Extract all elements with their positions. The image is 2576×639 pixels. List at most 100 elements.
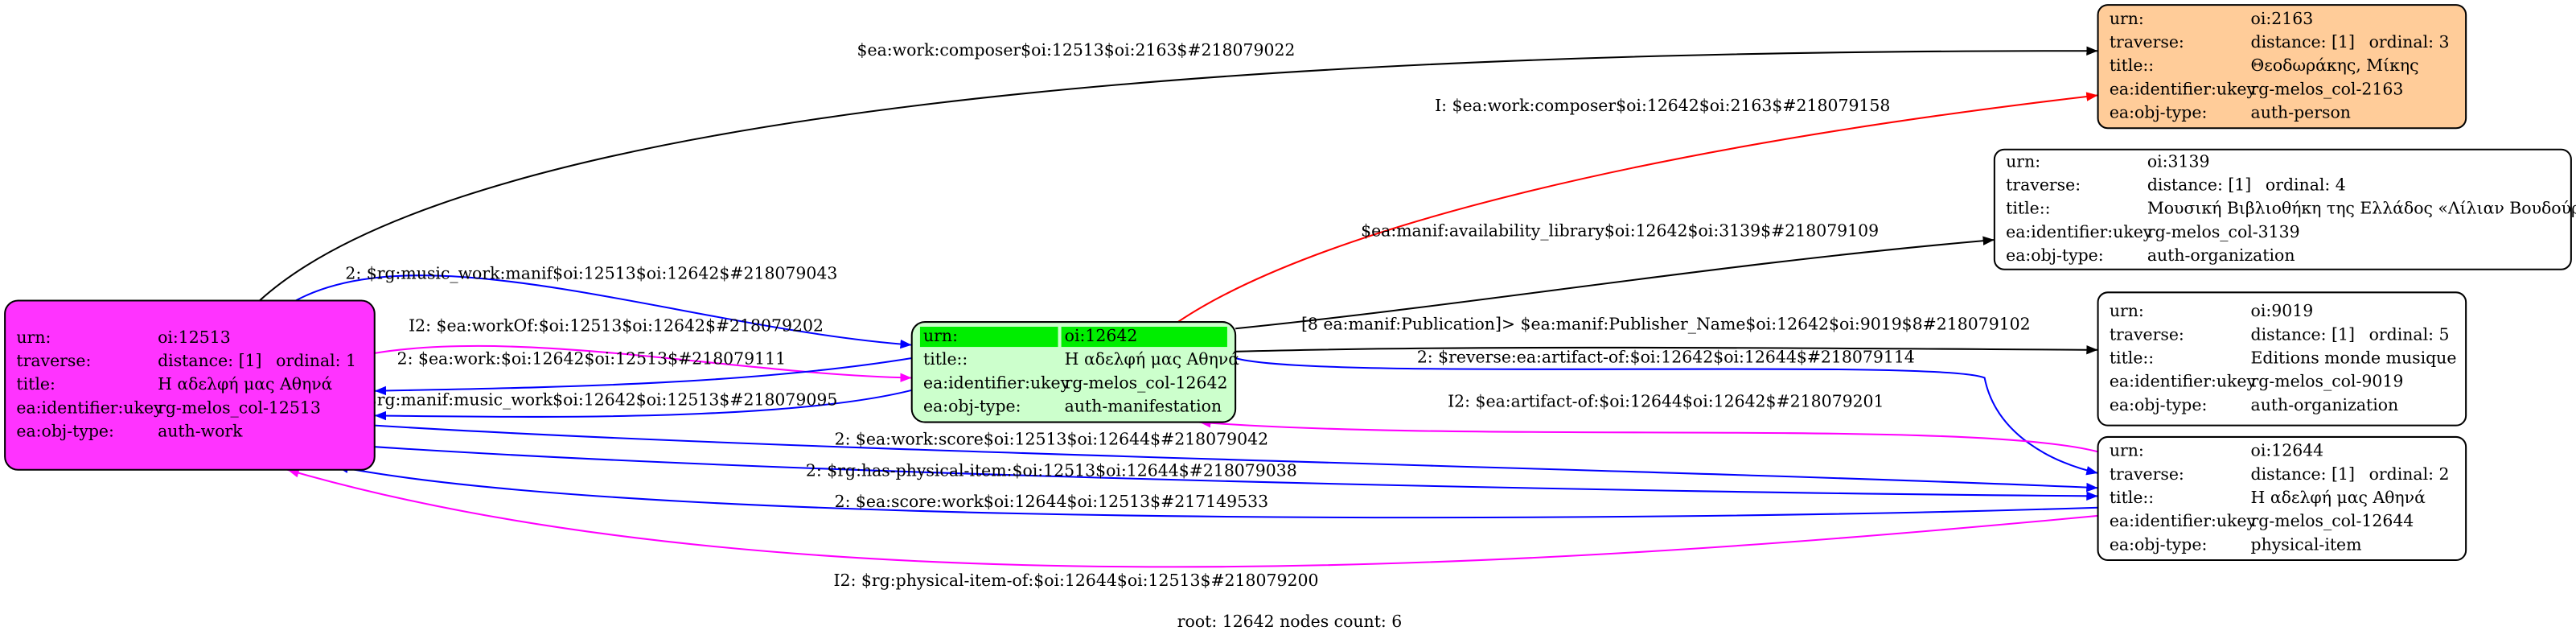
edge (374, 344, 912, 382)
field-value: oi:12644 (2251, 441, 2324, 460)
field-value: rg-melos_col-3139 (2147, 222, 2300, 241)
node (2097, 291, 2467, 427)
field-key: ea:identifier:ukey (2006, 222, 2153, 241)
field-key: ea:identifier:ukey (16, 398, 163, 417)
field-key: ea:obj-type: (2110, 395, 2207, 414)
field-value: distance: [1] (2147, 175, 2251, 195)
field-key: title:: (2006, 199, 2050, 218)
field-value: distance: [1] (158, 351, 261, 370)
node (2097, 4, 2467, 130)
field-key: ea:identifier:ukey (2110, 372, 2257, 391)
field-key: title:: (2110, 56, 2154, 75)
field-key: ea:obj-type: (2110, 103, 2207, 122)
field-value: ordinal: 2 (2369, 464, 2450, 484)
edge (336, 464, 2098, 519)
edge-label: I: $ea:work:composer$oi:12642$oi:2163$#2… (1435, 96, 1890, 115)
node (4, 299, 376, 471)
field-value: Η αδελφή μας Αθηνά (158, 374, 333, 394)
edge (374, 446, 2098, 501)
edge-label: 2: $rg:manif:music_work$oi:12642$oi:1251… (345, 390, 837, 410)
edge (287, 468, 2098, 568)
edge-label: 2: $ea:work:score$oi:12513$oi:12644$#218… (835, 430, 1269, 449)
field-key: ea:obj-type: (923, 397, 1021, 416)
field-key: urn: (2110, 9, 2144, 28)
edge (1235, 344, 2098, 355)
edge-label: 2: $ea:score:work$oi:12644$oi:12513$#217… (835, 492, 1269, 511)
field-value: Η αδελφή μας Αθηνά (2251, 488, 2426, 507)
field-value: distance: [1] (2251, 32, 2355, 52)
field-key: urn: (2006, 151, 2040, 171)
field-value: auth-work (158, 422, 243, 441)
field-key: ea:identifier:ukey (2110, 511, 2257, 530)
field-key: ea:identifier:ukey (923, 373, 1070, 392)
field-value: distance: [1] (2251, 324, 2355, 344)
field-key: urn: (16, 328, 51, 347)
field-key: urn: (923, 326, 958, 345)
edge-label: I2: $ea:artifact-of:$oi:12644$oi:12642$#… (1448, 392, 1884, 411)
edge (374, 424, 2098, 493)
field-value: auth-organization (2251, 395, 2399, 414)
edge-label: I2: $ea:workOf:$oi:12513$oi:12642$#21807… (409, 316, 824, 336)
field-value: distance: [1] (2251, 464, 2355, 484)
edge-label: 2: $reverse:ea:artifact-of:$oi:12642$oi:… (1417, 347, 1915, 366)
edge (1199, 418, 2098, 453)
field-value: auth-person (2251, 103, 2351, 122)
edge-label: I2: $rg:physical-item-of:$oi:12644$oi:12… (834, 571, 1319, 590)
edge (1235, 236, 1995, 330)
edge-label: 2: $rg:music_work:manif$oi:12513$oi:1264… (345, 263, 837, 282)
field-key: title:: (2110, 488, 2154, 507)
field-value: rg-melos_col-12644 (2251, 511, 2414, 530)
field-value: auth-organization (2147, 245, 2295, 265)
field-key: title:: (2110, 348, 2154, 367)
field-value: oi:3139 (2147, 151, 2210, 171)
edge-label: [8 ea:manif:Publication]> $ea:manif:Publ… (1301, 315, 2031, 334)
field-value: oi:2163 (2251, 9, 2314, 28)
edge (374, 375, 954, 421)
node (2097, 435, 2467, 562)
edge (259, 46, 2098, 302)
field-value: oi:9019 (2251, 301, 2314, 320)
field-key: urn: (2110, 301, 2144, 320)
field-value: ordinal: 5 (2369, 324, 2450, 344)
field-key: ea:obj-type: (2006, 245, 2103, 265)
field-key: ea:obj-type: (16, 422, 113, 441)
field-value: ordinal: 1 (276, 351, 356, 370)
field-key: traverse: (2110, 324, 2184, 344)
edge-label: 2: $ea:work:$oi:12642$oi:12513$#21807911… (397, 349, 786, 369)
edge-label: $ea:work:composer$oi:12513$oi:2163$#2180… (857, 40, 1296, 60)
edge (1235, 357, 2098, 476)
field-value: Θεοδωράκης, Μίκης (2251, 56, 2419, 75)
edge-label: 2: $rg:has-physical-item:$oi:12513$oi:12… (806, 460, 1297, 480)
field-value: ordinal: 3 (2369, 32, 2450, 52)
field-value: Η αδελφή μας Αθηνά (1065, 349, 1240, 369)
field-value: rg-melos_col-12513 (158, 398, 321, 417)
field-key: title:: (923, 349, 968, 369)
field-key: title: (16, 374, 55, 394)
field-key: traverse: (2110, 32, 2184, 52)
field-value: rg-melos_col-12642 (1065, 373, 1228, 392)
field-value: Μουσική Βιβλιοθήκη της Ελλάδος «Λίλιαν Β… (2147, 199, 2576, 218)
field-value: Editions monde musique (2251, 348, 2457, 367)
field-key: urn: (2110, 441, 2144, 460)
field-key: traverse: (2110, 464, 2184, 484)
edge-label: $ea:manif:availability_library$oi:12642$… (1361, 221, 1879, 240)
field-key: ea:obj-type: (2110, 534, 2207, 554)
footer: root: 12642 nodes count: 6 (1177, 612, 1402, 631)
field-key: traverse: (2006, 175, 2081, 195)
edge (295, 274, 912, 349)
field-value: ordinal: 4 (2266, 175, 2346, 195)
field-value: auth-manifestation (1065, 397, 1222, 416)
field-key: ea:identifier:ukey (2110, 79, 2257, 98)
highlight (919, 326, 1058, 348)
highlight (1061, 326, 1227, 348)
node (1993, 148, 2572, 270)
edge (374, 357, 912, 396)
field-key: traverse: (16, 351, 91, 370)
field-value: rg-melos_col-2163 (2251, 79, 2404, 98)
field-value: oi:12642 (1065, 326, 1138, 345)
field-value: oi:12513 (158, 328, 231, 347)
field-value: rg-melos_col-9019 (2251, 372, 2404, 391)
edge (1177, 92, 2098, 323)
field-value: physical-item (2251, 534, 2362, 554)
